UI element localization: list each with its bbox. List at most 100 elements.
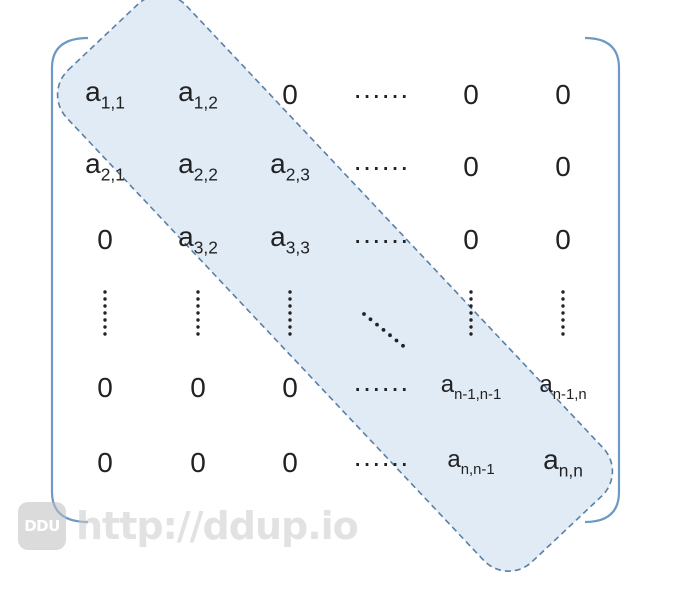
cell-subscript: n-1,n (552, 386, 587, 403)
matrix-cell-r6-c2: 0 (190, 449, 206, 477)
cell-base: 0 (555, 151, 571, 182)
matrix-cell-r6-c4: ······ (353, 449, 409, 477)
cell-base: 0 (97, 447, 113, 478)
matrix-cell-r5-c4: ······ (353, 374, 409, 402)
cell-base: ······ (353, 79, 409, 110)
cell-base: ······ (353, 372, 409, 403)
watermark-logo: DDU (18, 502, 66, 550)
matrix-cell-r3-c3: a3,3 (270, 220, 310, 258)
vertical-dot (561, 318, 565, 322)
matrix-cell-r2-c6: 0 (555, 153, 571, 181)
vertical-dot (103, 297, 107, 301)
cell-base: 0 (463, 224, 479, 255)
diagonal-dot (362, 312, 366, 316)
cell-base: a (178, 147, 194, 179)
cell-base: a (539, 371, 553, 399)
vertical-dot (561, 297, 565, 301)
cell-subscript: 3,2 (193, 237, 218, 258)
matrix-cell-r2-c3: a2,3 (270, 147, 310, 185)
cell-subscript: 2,3 (285, 164, 310, 185)
matrix-cell-r1-c3: 0 (282, 81, 298, 109)
cell-base: 0 (190, 372, 206, 403)
matrix-cell-r5-c3: 0 (282, 374, 298, 402)
cell-subscript: n,n-1 (460, 461, 495, 478)
cell-base: 0 (190, 447, 206, 478)
vertical-dot (288, 318, 292, 322)
vertical-dot (196, 311, 200, 315)
vertical-dot (103, 318, 107, 322)
matrix-cell-r2-c4: ······ (353, 153, 409, 181)
cell-base: 0 (463, 79, 479, 110)
vertical-dot (469, 311, 473, 315)
vertical-dot (561, 332, 565, 336)
cell-base: ······ (353, 151, 409, 182)
cell-base: a (543, 443, 559, 475)
cell-base: a (270, 147, 286, 179)
vertical-dot (288, 311, 292, 315)
vertical-dot (196, 297, 200, 301)
vertical-dot (469, 297, 473, 301)
matrix-cell-r5-c1: 0 (97, 374, 113, 402)
vertical-dot (561, 290, 565, 294)
vertical-ellipsis-row (103, 290, 565, 336)
vertical-dot (469, 304, 473, 308)
matrix-cell-r6-c1: 0 (97, 449, 113, 477)
vertical-dot (103, 311, 107, 315)
matrix-cell-r1-c6: 0 (555, 81, 571, 109)
matrix-cell-r6-c3: 0 (282, 449, 298, 477)
vertical-dot (288, 290, 292, 294)
diagonal-dot (375, 322, 379, 327)
left-bracket (50, 36, 89, 524)
vertical-dot (103, 332, 107, 336)
watermark: DDU http://ddup.io (18, 502, 359, 550)
vertical-dot (469, 325, 473, 329)
cell-base: a (270, 220, 286, 252)
matrix-cell-r1-c1: a1,1 (85, 77, 125, 113)
matrix-cell-r1-c2: a1,2 (178, 75, 218, 113)
diagonal-dot (368, 317, 373, 322)
vertical-dot (288, 304, 292, 308)
matrix-cell-r2-c1: a2,1 (85, 147, 125, 185)
vertical-dot (561, 304, 565, 308)
matrix-cell-r3-c4: ······ (353, 226, 409, 254)
matrix-cell-r2-c2: a2,2 (178, 147, 218, 185)
diagonal-ellipsis (362, 312, 405, 348)
vertical-dot (288, 297, 292, 301)
diagonal-dot (381, 328, 386, 332)
cell-subscript: 1,1 (100, 92, 125, 113)
matrix-cell-r6-c6: an,n (543, 443, 583, 481)
vertical-dot (288, 332, 292, 336)
cell-base: a (440, 371, 455, 399)
cell-base: 0 (282, 447, 298, 478)
matrix-cell-r3-c6: 0 (555, 226, 571, 254)
vertical-dot (288, 325, 292, 329)
cell-subscript: n,n (558, 460, 583, 481)
vertical-dot (196, 332, 200, 336)
cell-base: 0 (463, 151, 479, 182)
cell-base: 0 (282, 372, 298, 403)
cell-subscript: 3,3 (285, 237, 310, 258)
cell-subscript: 2,1 (100, 164, 125, 185)
cell-base: a (178, 75, 194, 107)
cell-base: 0 (282, 79, 298, 110)
cell-base: a (447, 446, 461, 474)
vertical-dot (469, 332, 473, 336)
vertical-dot (561, 311, 565, 315)
cell-subscript: 2,2 (193, 164, 218, 185)
cell-subscript: 1,2 (193, 92, 218, 113)
watermark-url: http://ddup.io (76, 504, 359, 548)
matrix-cell-r1-c4: ······ (353, 81, 409, 109)
vertical-dot (469, 318, 473, 322)
vertical-dot (103, 304, 107, 308)
cell-base: 0 (97, 372, 113, 403)
cell-base: ······ (353, 224, 409, 255)
cell-base: 0 (555, 79, 571, 110)
vertical-dot (196, 325, 200, 329)
vertical-dot (561, 325, 565, 329)
matrix-cell-r3-c1: 0 (97, 226, 113, 254)
tridiagonal-band (56, 0, 614, 572)
cell-base: a (85, 147, 101, 179)
matrix-cell-r2-c5: 0 (463, 153, 479, 181)
